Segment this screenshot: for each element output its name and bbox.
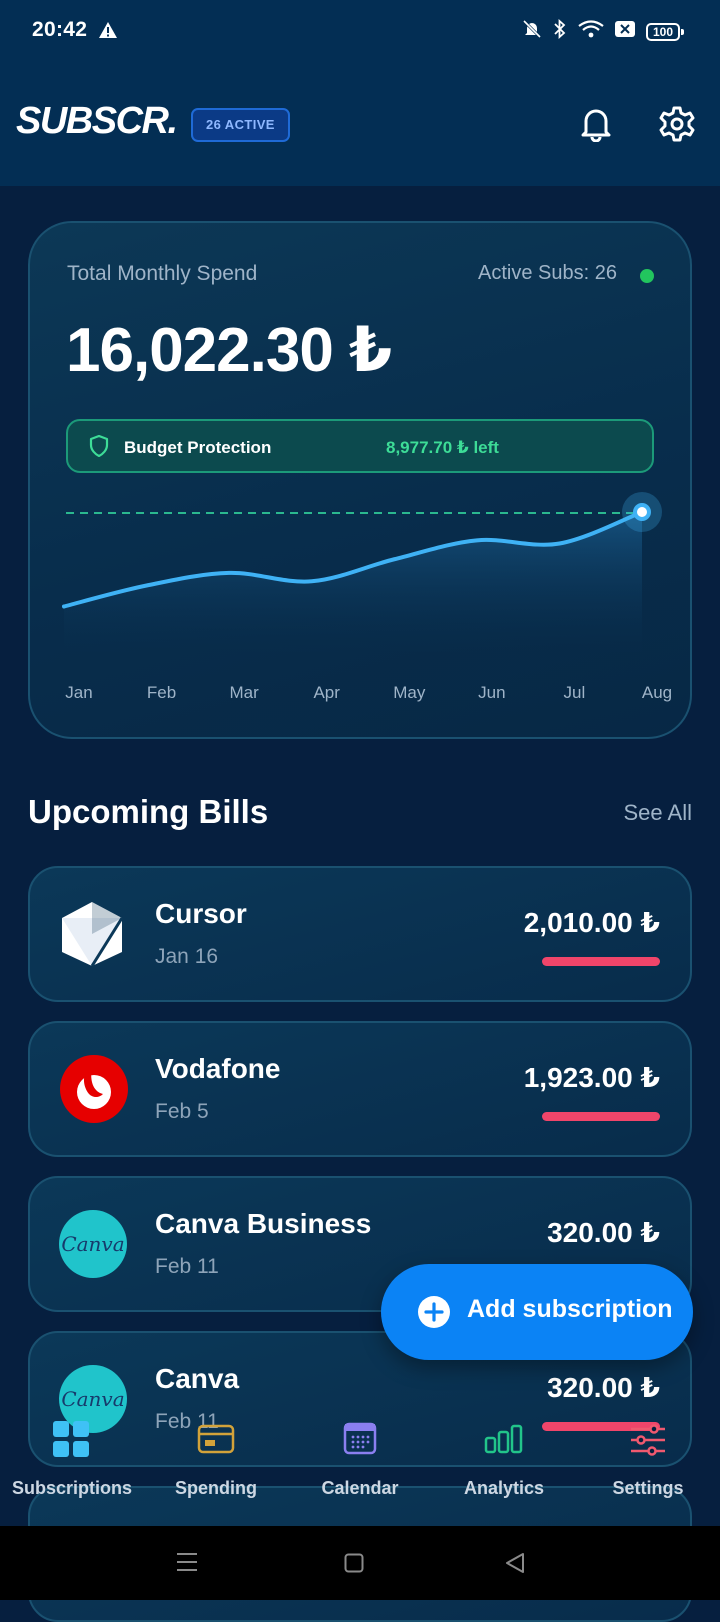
trend-line: [62, 510, 644, 609]
trend-area: [64, 512, 642, 652]
recent-apps-icon[interactable]: [176, 1551, 198, 1578]
system-navigation-bar: [0, 1526, 720, 1600]
bell-icon[interactable]: [579, 106, 613, 147]
active-subs-label: Active Subs: 26: [478, 262, 617, 284]
card-icon[interactable]: [197, 1424, 235, 1459]
see-all-link[interactable]: See All: [623, 800, 693, 825]
cursor-logo-icon: [60, 900, 124, 973]
gear-icon[interactable]: [659, 106, 695, 147]
sim-icon: [614, 21, 635, 42]
shield-icon: [89, 434, 109, 462]
bill-card[interactable]: [28, 1021, 692, 1157]
bill-card[interactable]: [28, 866, 692, 1002]
bill-date: Feb 5: [155, 1100, 209, 1123]
home-icon[interactable]: [344, 1553, 364, 1578]
mute-icon: [522, 19, 542, 44]
spend-summary-card: [28, 221, 692, 739]
back-icon[interactable]: [505, 1552, 525, 1579]
calendar-icon[interactable]: [343, 1421, 377, 1460]
bill-amount: 320.00 ₺: [547, 1372, 660, 1403]
bill-due-bar: [542, 1112, 660, 1121]
wifi-icon: [578, 20, 604, 43]
budget-protection-label: Budget Protection: [124, 438, 272, 457]
nav-calendar[interactable]: Calendar: [321, 1478, 399, 1498]
total-spend-value: 16,022.30 ₺: [66, 316, 392, 385]
status-icons: 100: [522, 18, 685, 44]
bill-name: Vodafone: [155, 1053, 281, 1084]
app-logo: SUBSCR.: [16, 100, 178, 142]
plus-icon: [418, 1296, 450, 1328]
upcoming-bills-title: Upcoming Bills: [28, 793, 269, 830]
bill-amount: 320.00 ₺: [547, 1217, 660, 1248]
bill-amount: 1,923.00 ₺: [523, 1062, 660, 1093]
month-label: Jun: [478, 683, 506, 702]
active-status-dot: [640, 269, 654, 283]
nav-subscriptions[interactable]: Subscriptions: [11, 1478, 132, 1498]
bill-date: Jan 16: [155, 945, 219, 968]
bill-due-bar: [542, 1422, 660, 1431]
month-label: Feb: [146, 683, 177, 702]
add-subscription-label: Add subscription: [467, 1295, 673, 1323]
vodafone-logo-icon: [59, 1054, 129, 1129]
current-point: [633, 503, 651, 521]
budget-remaining: 8,977.70 ₺ left: [386, 438, 499, 457]
active-count-badge: 26 ACTIVE: [191, 108, 290, 142]
total-spend-label: Total Monthly Spend: [67, 262, 258, 285]
month-label: Jul: [563, 683, 586, 702]
bill-name: Cursor: [155, 898, 247, 929]
spend-trend-chart: [62, 492, 662, 652]
status-time: 20:42: [32, 18, 88, 41]
bill-due-bar: [542, 957, 660, 966]
canva-logo-icon: Canva: [59, 1210, 127, 1278]
bill-date: Feb 11: [155, 1255, 219, 1278]
battery-indicator: 100: [645, 22, 685, 41]
budget-protection-banner[interactable]: [66, 419, 654, 473]
bill-amount: 2,010.00 ₺: [523, 907, 660, 938]
month-label: Jan: [65, 683, 93, 702]
grid-icon[interactable]: [52, 1420, 90, 1463]
warning-icon: [98, 21, 118, 44]
month-label: Mar: [229, 683, 259, 702]
bar-chart-icon[interactable]: [484, 1424, 524, 1459]
bluetooth-icon: [553, 18, 567, 44]
month-label: Aug: [641, 683, 673, 702]
canva-logo-icon: Canva: [59, 1365, 127, 1433]
bill-name: Canva Business: [155, 1208, 372, 1239]
month-label: May: [393, 683, 426, 702]
nav-settings[interactable]: Settings: [612, 1478, 684, 1498]
nav-spending[interactable]: Spending: [175, 1478, 257, 1498]
month-label: Apr: [313, 683, 340, 702]
app-header: [0, 0, 720, 186]
sliders-icon[interactable]: [630, 1424, 666, 1461]
nav-analytics[interactable]: Analytics: [463, 1478, 545, 1498]
bill-name: Canva: [155, 1363, 240, 1394]
